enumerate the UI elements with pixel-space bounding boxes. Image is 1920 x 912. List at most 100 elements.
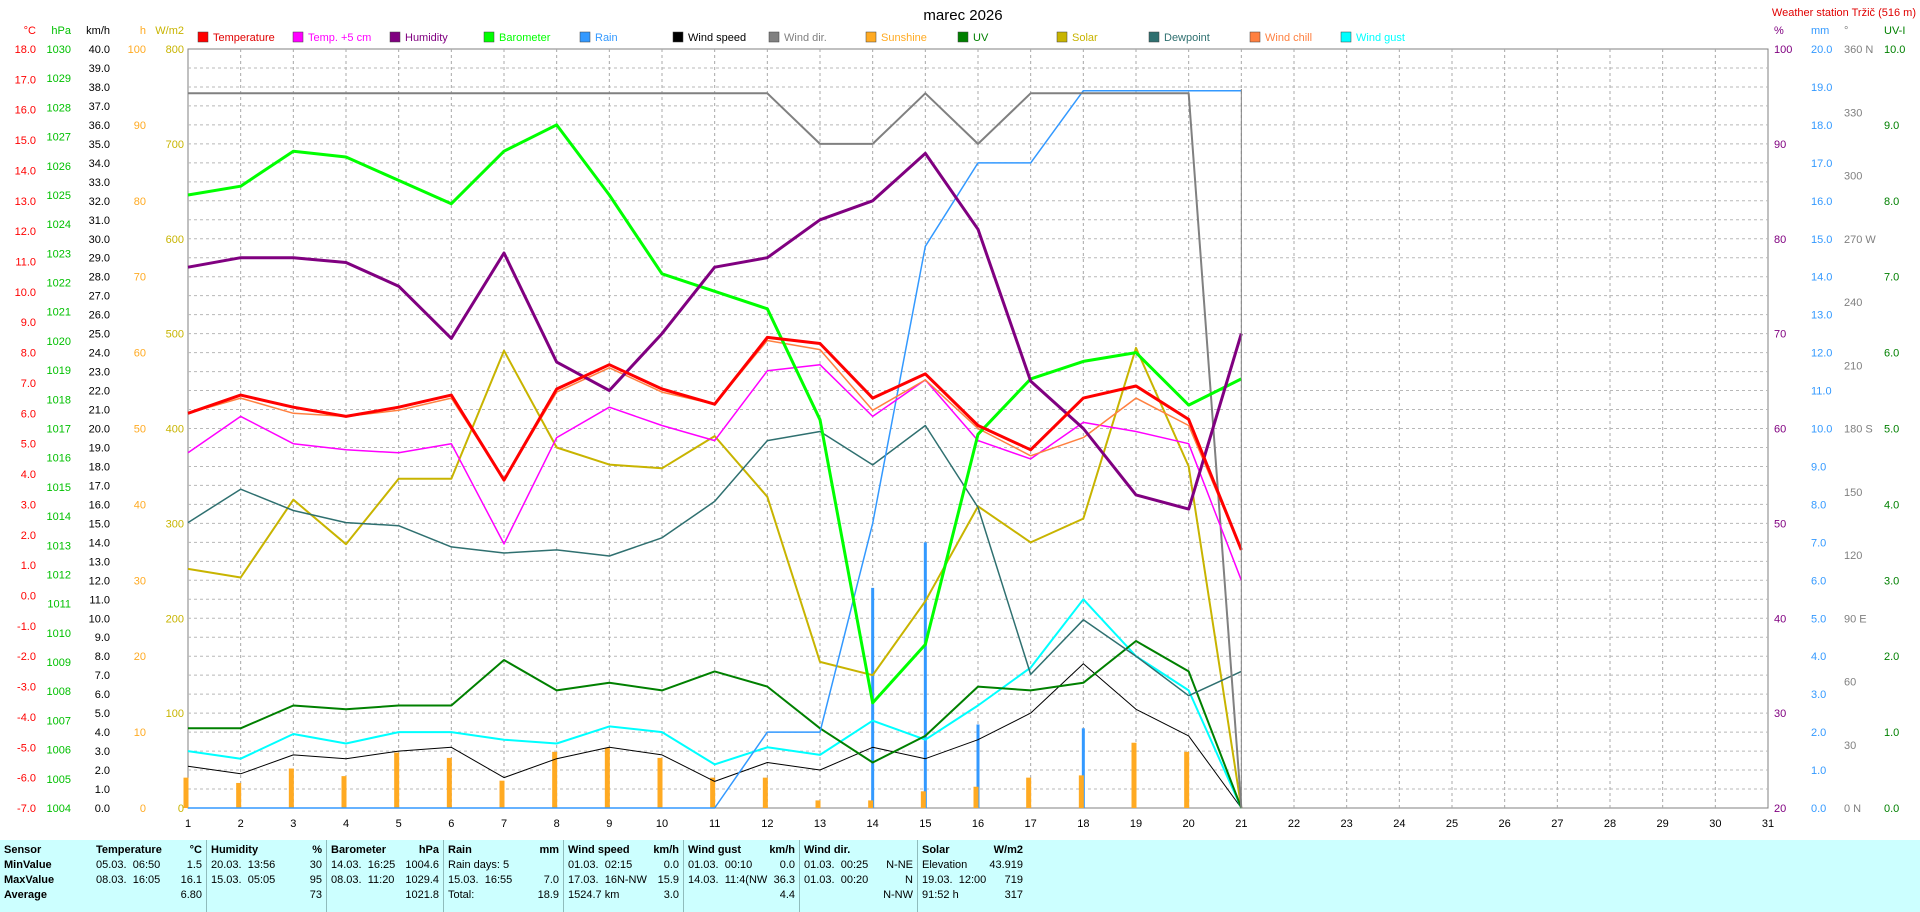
x-tick-label: 29 xyxy=(1657,818,1669,830)
stat-value: 1.5 xyxy=(186,859,202,871)
x-tick-label: 10 xyxy=(656,818,668,830)
stat-value: 1004.6 xyxy=(405,859,439,871)
stat-value: 36.3 xyxy=(773,874,795,886)
stat-name: Wind dir. xyxy=(804,844,851,856)
stat-value: 0.0 xyxy=(779,859,795,871)
stat-value: 30 xyxy=(309,859,322,871)
series-line-temp-5-cm xyxy=(187,363,1243,581)
series-line-humidity xyxy=(187,151,1243,511)
tick-label-temp: 13.0 xyxy=(15,196,36,208)
x-tick-label: 19 xyxy=(1130,818,1142,830)
tick-label-mm: 18.0 xyxy=(1811,120,1832,132)
tick-label-kmh: 0.0 xyxy=(95,803,110,815)
tick-label-kmh: 7.0 xyxy=(95,670,110,682)
stat-row: Total: 18.9 xyxy=(448,888,559,903)
tick-label-kmh: 28.0 xyxy=(89,272,110,284)
tick-label-kmh: 29.0 xyxy=(89,253,110,265)
stat-date: Elevation xyxy=(922,859,968,871)
stat-value: 1021.8 xyxy=(405,889,439,901)
series-line-solar xyxy=(187,346,1243,809)
tick-label-hpa: 1020 xyxy=(47,336,71,348)
legend-item: Wind dir. xyxy=(768,31,827,44)
stat-unit: km/h xyxy=(653,844,679,856)
series-line-rain xyxy=(188,89,1242,809)
legend-item: Wind chill xyxy=(1249,31,1312,44)
stat-date: 01.03. xyxy=(568,859,599,871)
chart-grid xyxy=(187,48,1769,809)
tick-label-kmh: 37.0 xyxy=(89,101,110,113)
tick-label-temp: 14.0 xyxy=(15,165,36,177)
tick-label-temp: -1.0 xyxy=(17,621,36,633)
stat-block-rain: Rain mm Rain days: 5 15.03. 16:55 7.0 Total:… xyxy=(443,840,563,912)
legend-label: Wind gust xyxy=(1356,32,1405,44)
tick-label-temp: 18.0 xyxy=(15,44,36,56)
bar-sunshine xyxy=(973,786,979,808)
stat-time: 16N-NW xyxy=(604,874,647,886)
stat-row: 08.03. 16:05 16.1 xyxy=(96,873,202,888)
x-tick-label: 20 xyxy=(1183,818,1195,830)
tick-label-mm: 2.0 xyxy=(1811,727,1826,739)
tick-label-temp: 1.0 xyxy=(21,560,36,572)
bar-rain-daily xyxy=(1081,728,1085,808)
tick-label-kmh: 32.0 xyxy=(89,196,110,208)
tick-label-hpa: 1013 xyxy=(47,540,71,552)
stat-time: 11:20 xyxy=(367,874,395,886)
stat-row: Elevation 43.919 xyxy=(922,858,1023,873)
tick-label-mm: 15.0 xyxy=(1811,234,1832,246)
stat-unit: °C xyxy=(189,844,202,856)
stat-row: 73 xyxy=(211,888,322,903)
axis-unit-hours: h xyxy=(140,25,146,37)
x-tick-label: 15 xyxy=(919,818,931,830)
tick-label-mm: 8.0 xyxy=(1811,499,1826,511)
tick-label-hours: 80 xyxy=(134,196,146,208)
legend-swatch xyxy=(672,31,684,43)
stat-row: 14.03. 16:25 1004.6 xyxy=(331,858,439,873)
legend-item: UV xyxy=(957,31,989,44)
tick-label-kmh: 1.0 xyxy=(95,784,110,796)
tick-label-mm: 16.0 xyxy=(1811,196,1832,208)
stat-name: Wind gust xyxy=(688,844,742,856)
stat-name: Solar xyxy=(922,844,950,856)
legend-item: Temperature xyxy=(197,31,275,44)
axis-unit-uvi: UV-I xyxy=(1884,25,1905,37)
stat-block-windgust: Wind gust km/h 01.03. 00:10 0.0 14.03. 11:4(… xyxy=(683,840,799,912)
x-tick-label: 23 xyxy=(1341,818,1353,830)
tick-label-pct: 20 xyxy=(1774,803,1786,815)
tick-label-kmh: 36.0 xyxy=(89,120,110,132)
tick-label-wm2: 100 xyxy=(166,708,184,720)
tick-label-kmh: 38.0 xyxy=(89,82,110,94)
tick-label-deg: 210 xyxy=(1844,360,1862,372)
tick-label-hpa: 1008 xyxy=(47,686,71,698)
tick-label-kmh: 22.0 xyxy=(89,386,110,398)
stat-row: 1021.8 xyxy=(331,888,439,903)
stat-name: Barometer xyxy=(331,844,387,856)
legend-swatch xyxy=(197,31,209,43)
legend-swatch xyxy=(389,31,401,43)
tick-label-mm: 19.0 xyxy=(1811,82,1832,94)
tick-label-hpa: 1014 xyxy=(47,511,71,523)
x-tick-label: 6 xyxy=(448,818,454,830)
tick-label-temp: 17.0 xyxy=(15,74,36,86)
legend-item: Barometer xyxy=(483,31,551,44)
tick-label-temp: 15.0 xyxy=(15,135,36,147)
tick-label-pct: 90 xyxy=(1774,139,1786,151)
tick-label-kmh: 39.0 xyxy=(89,63,110,75)
stat-value: 73 xyxy=(309,889,322,901)
x-tick-label: 21 xyxy=(1235,818,1247,830)
legend-label: Sunshine xyxy=(881,32,927,44)
stat-date: 19.03. xyxy=(922,874,953,886)
tick-label-kmh: 14.0 xyxy=(89,537,110,549)
tick-label-temp: -4.0 xyxy=(17,712,36,724)
tick-label-kmh: 11.0 xyxy=(89,594,110,606)
tick-label-hpa: 1022 xyxy=(47,278,71,290)
bar-sunshine xyxy=(1184,751,1190,808)
stat-row: Rain days: 5 xyxy=(448,858,559,873)
stat-value: 95 xyxy=(309,874,322,886)
series-line-wind-speed xyxy=(187,663,1242,809)
stat-row: 15.03. 05:05 95 xyxy=(211,873,322,888)
stat-time: 13:56 xyxy=(247,859,276,871)
bar-sunshine xyxy=(236,782,242,808)
tick-label-temp: 9.0 xyxy=(21,317,36,329)
tick-label-kmh: 19.0 xyxy=(89,442,110,454)
tick-label-uvi: 4.0 xyxy=(1884,499,1899,511)
